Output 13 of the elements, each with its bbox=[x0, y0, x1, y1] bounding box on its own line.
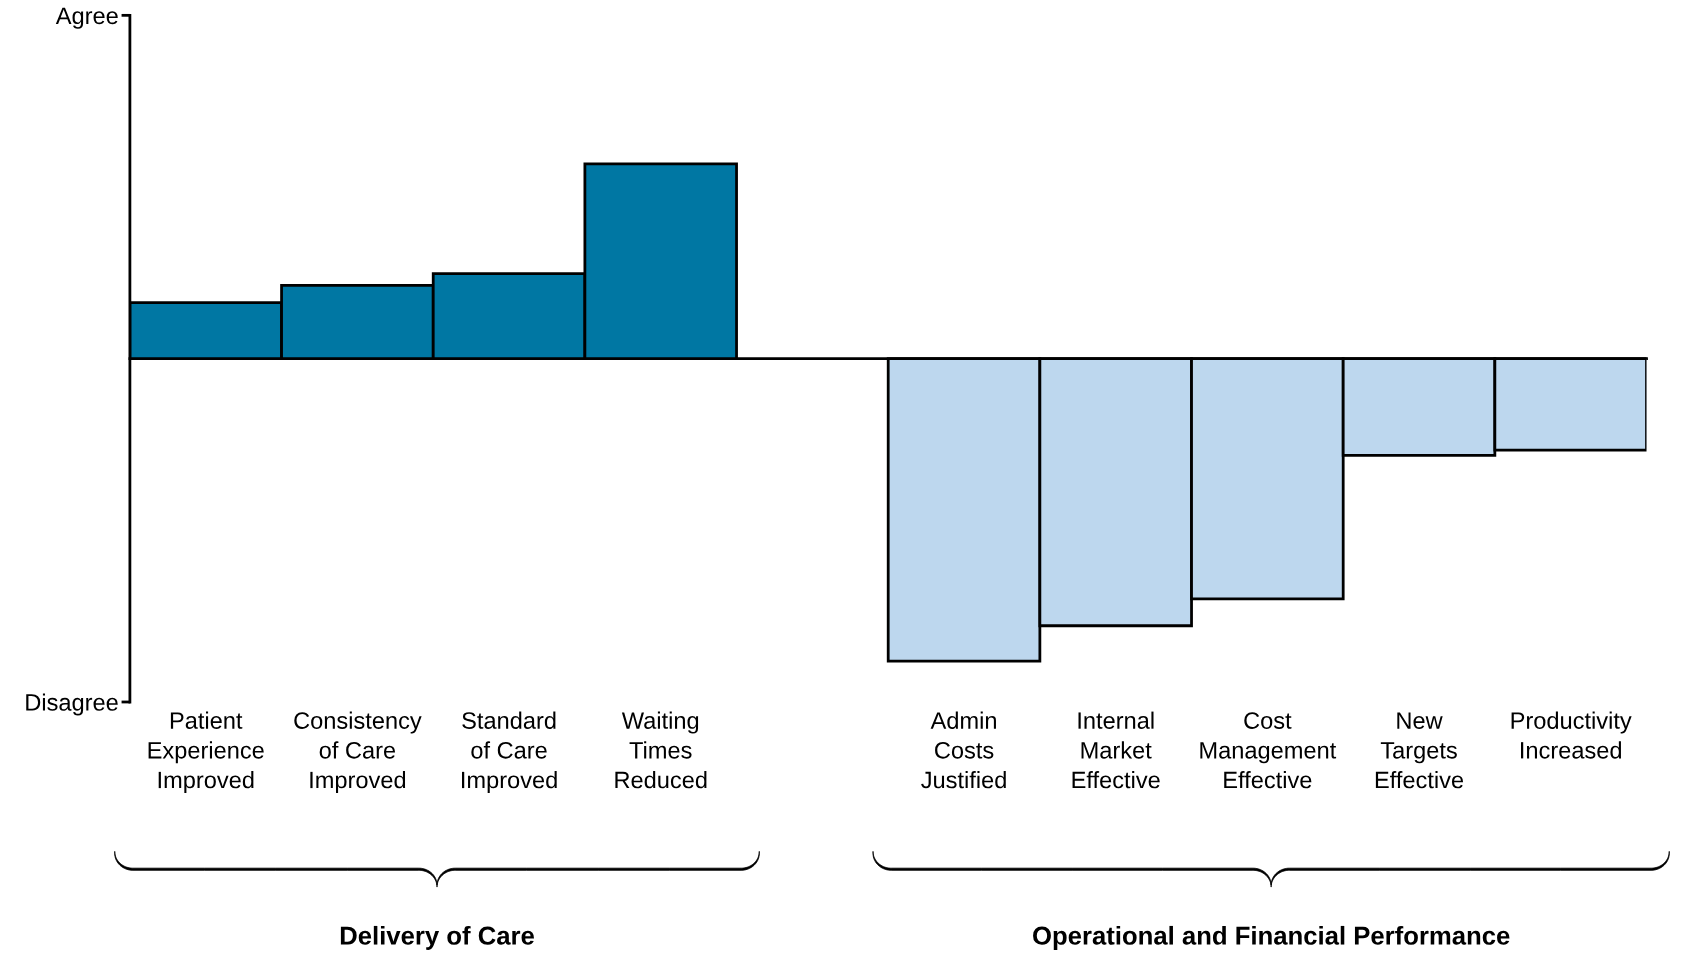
x-tick-label: Consistency of Care Improved bbox=[294, 711, 422, 794]
x-tick-label: Internal Market Effective bbox=[1072, 711, 1160, 789]
x-tick-label: Productivity Increased bbox=[1511, 711, 1632, 759]
x-tick-label: Admin Costs Justified bbox=[921, 711, 1006, 789]
text: Disagree bbox=[26, 693, 118, 716]
text: Operational and Financial Performance bbox=[1033, 925, 1510, 950]
x-tick-label: Cost Management Effective bbox=[1200, 712, 1337, 789]
x-tick-label: Waiting Times Reduced bbox=[615, 711, 707, 789]
text: Agree bbox=[55, 7, 118, 29]
x-tick-label: Standard of Care Improved bbox=[462, 711, 557, 794]
x-tick-label: Patient Experience Improved bbox=[148, 711, 264, 794]
text: Delivery of Care bbox=[340, 925, 534, 950]
x-tick-label: New Targets Effective bbox=[1375, 712, 1464, 789]
